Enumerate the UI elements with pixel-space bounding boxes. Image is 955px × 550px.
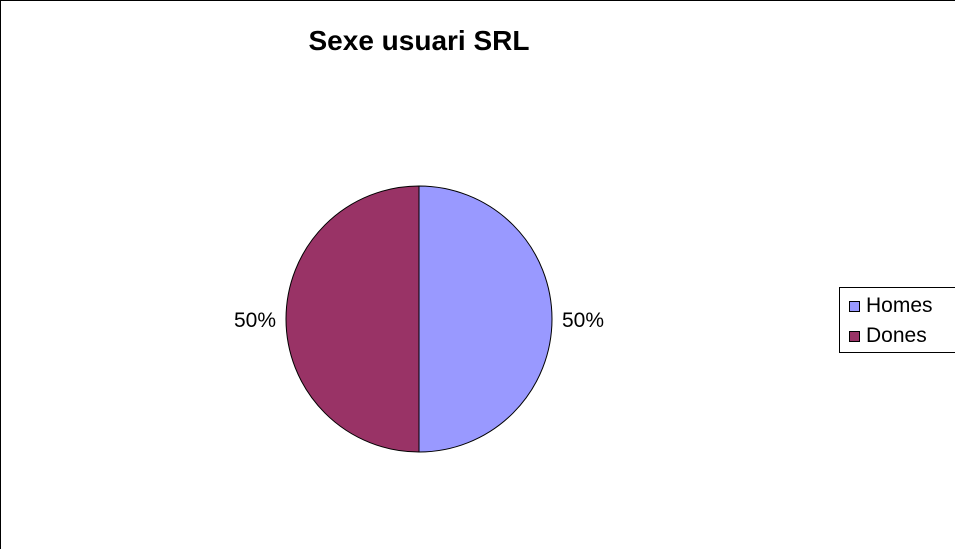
legend-label-dones: Dones	[866, 324, 927, 347]
legend-swatch-homes	[849, 300, 860, 312]
pie-slice-dones	[285, 185, 420, 453]
legend-label-homes: Homes	[866, 294, 933, 317]
data-label-homes: 50%	[562, 309, 604, 332]
legend-swatch-dones	[849, 330, 860, 342]
legend-item-homes: Homes	[849, 294, 933, 318]
legend-item-dones: Dones	[849, 324, 927, 348]
chart-title: Sexe usuari SRL	[308, 25, 530, 56]
pie-slice-homes	[418, 185, 553, 453]
data-label-dones: 50%	[234, 309, 276, 332]
legend: Homes Dones	[839, 287, 955, 353]
